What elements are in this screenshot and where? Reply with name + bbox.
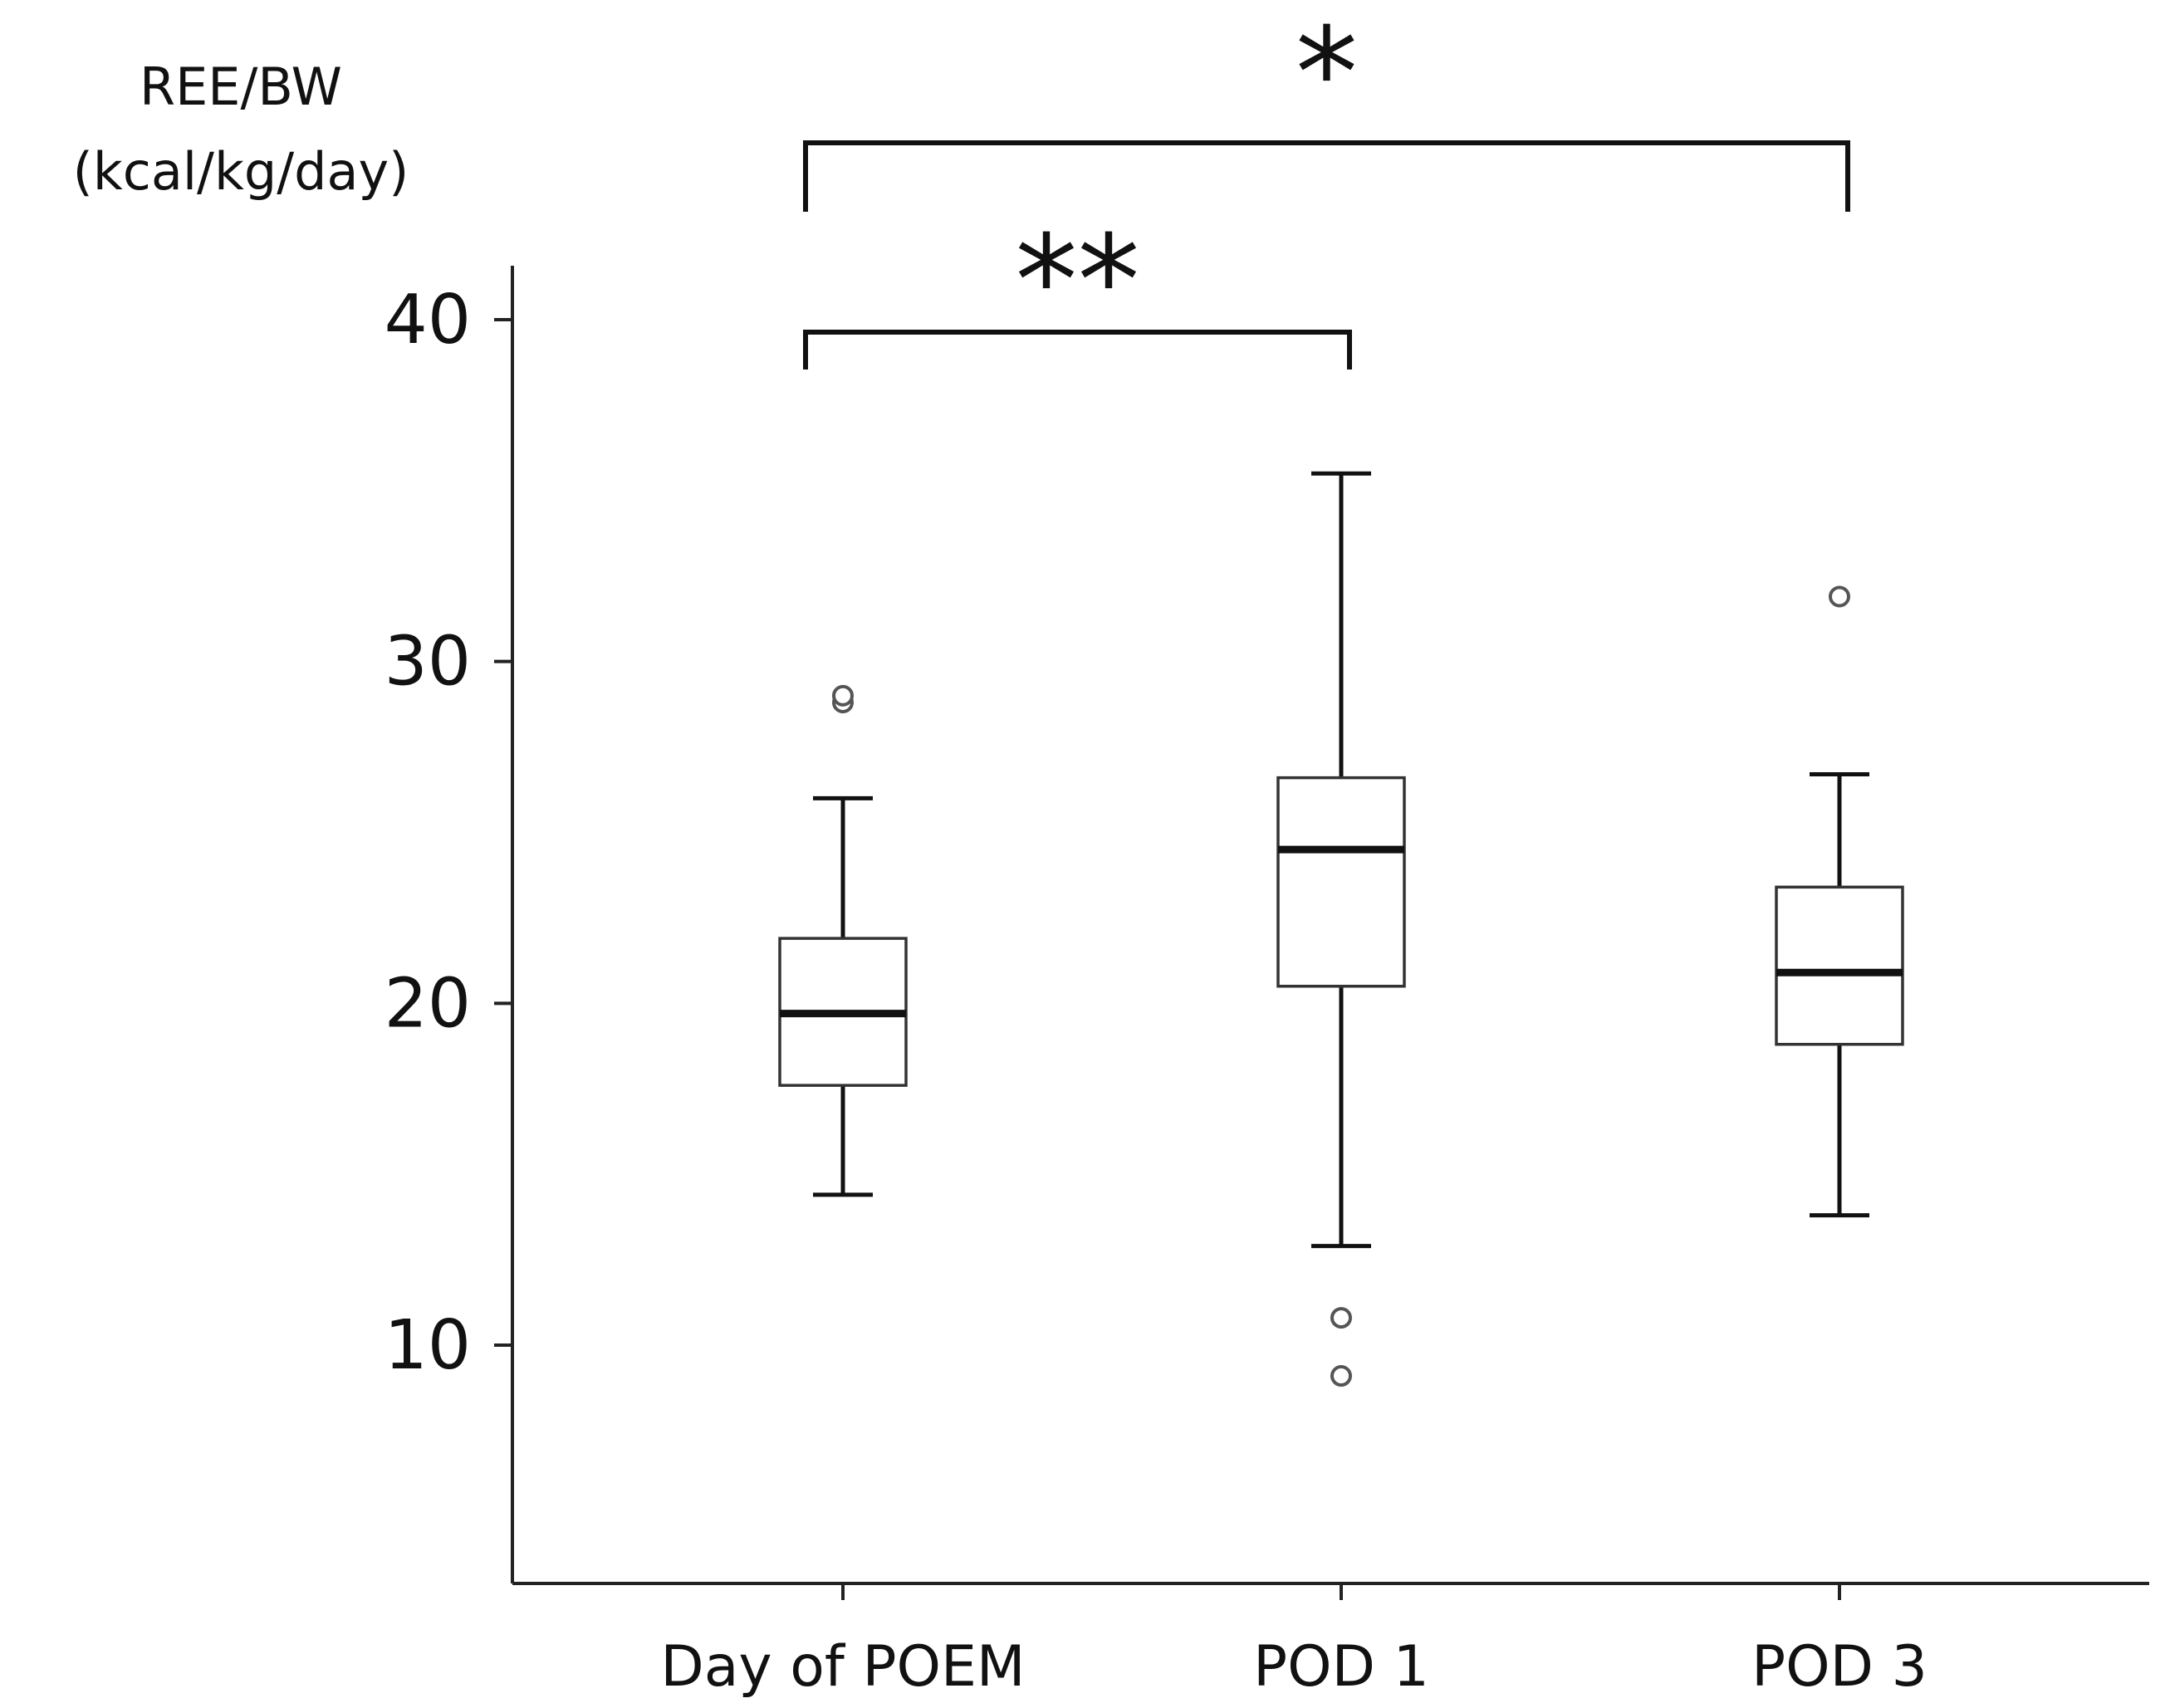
axes: [511, 266, 2149, 1585]
box-group: [778, 684, 908, 1197]
significance-bracket: *: [803, 2, 1850, 212]
interquartile-box: [1775, 885, 1904, 1046]
significance-brackets: ***: [803, 2, 1850, 369]
significance-label: *: [1296, 2, 1358, 146]
interquartile-box: [1276, 776, 1406, 988]
x-tick-label: Day of POEM: [660, 1634, 1025, 1700]
x-tick-label: POD 3: [1751, 1634, 1927, 1700]
y-axis-label-line-1: REE/BW: [140, 56, 342, 117]
outlier-point: [832, 684, 854, 707]
bracket-line: [803, 140, 1850, 212]
box-group: [1276, 471, 1406, 1387]
y-tick-label: 20: [385, 964, 471, 1043]
significance-label: **: [1016, 209, 1140, 354]
outlier-point: [1330, 1365, 1352, 1387]
y-ticks: 10 20 30 40: [385, 281, 512, 1385]
significance-bracket: **: [803, 209, 1352, 369]
boxes: [778, 471, 1904, 1387]
y-tick-label: 40: [385, 281, 471, 360]
y-axis-label-line-2: (kcal/kg/day): [73, 141, 409, 202]
y-tick-label: 30: [385, 623, 471, 702]
box-group: [1775, 585, 1904, 1218]
y-tick-label: 10: [385, 1306, 471, 1385]
x-tick-label: POD 1: [1253, 1634, 1429, 1700]
bracket-line: [803, 330, 1352, 369]
x-ticks: Day of POEM POD 1 POD 3: [660, 1583, 1927, 1700]
outlier-point: [1829, 585, 1850, 608]
outlier-point: [1330, 1307, 1352, 1329]
